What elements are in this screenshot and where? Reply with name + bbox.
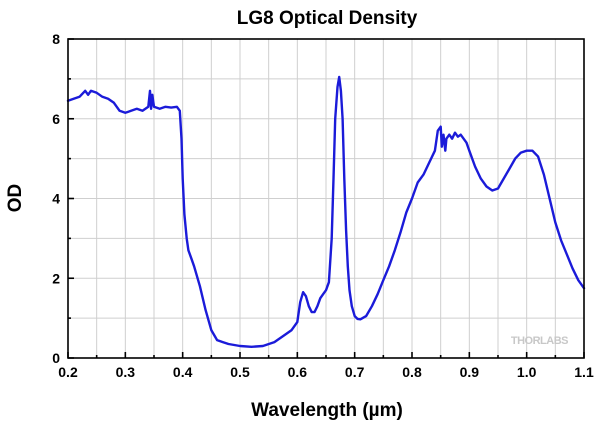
y-tick-label: 0 <box>52 350 60 366</box>
x-tick-label: 0.2 <box>58 364 78 380</box>
watermark-text: THORLABS <box>511 335 568 347</box>
x-tick-label: 0.9 <box>460 364 480 380</box>
data-series <box>66 75 586 348</box>
y-tick-label: 6 <box>52 111 60 127</box>
x-tick-label: 0.3 <box>116 364 136 380</box>
od-curve-line <box>66 75 586 348</box>
x-tick-label: 0.8 <box>402 364 422 380</box>
y-tick-label: 2 <box>52 270 60 286</box>
y-tick-labels: 0 2 4 6 8 <box>52 31 60 366</box>
x-tick-label: 1.0 <box>517 364 537 380</box>
x-tick-label: 0.5 <box>230 364 250 380</box>
axis-ticks <box>67 38 585 359</box>
y-axis-label: OD <box>5 184 26 213</box>
gridlines <box>68 39 584 358</box>
y-tick-label: 4 <box>52 191 60 207</box>
chart-title: LG8 Optical Density <box>237 8 418 29</box>
x-tick-label: 0.6 <box>288 364 308 380</box>
x-tick-label: 0.7 <box>345 364 365 380</box>
y-tick-label: 8 <box>52 31 60 47</box>
x-tick-label: 1.1 <box>574 364 594 380</box>
x-tick-label: 0.4 <box>173 364 193 380</box>
x-axis-label: Wavelength (µm) <box>251 400 403 421</box>
x-tick-labels: 0.2 0.3 0.4 0.5 0.6 0.7 0.8 0.9 1.0 1.1 <box>58 364 594 380</box>
